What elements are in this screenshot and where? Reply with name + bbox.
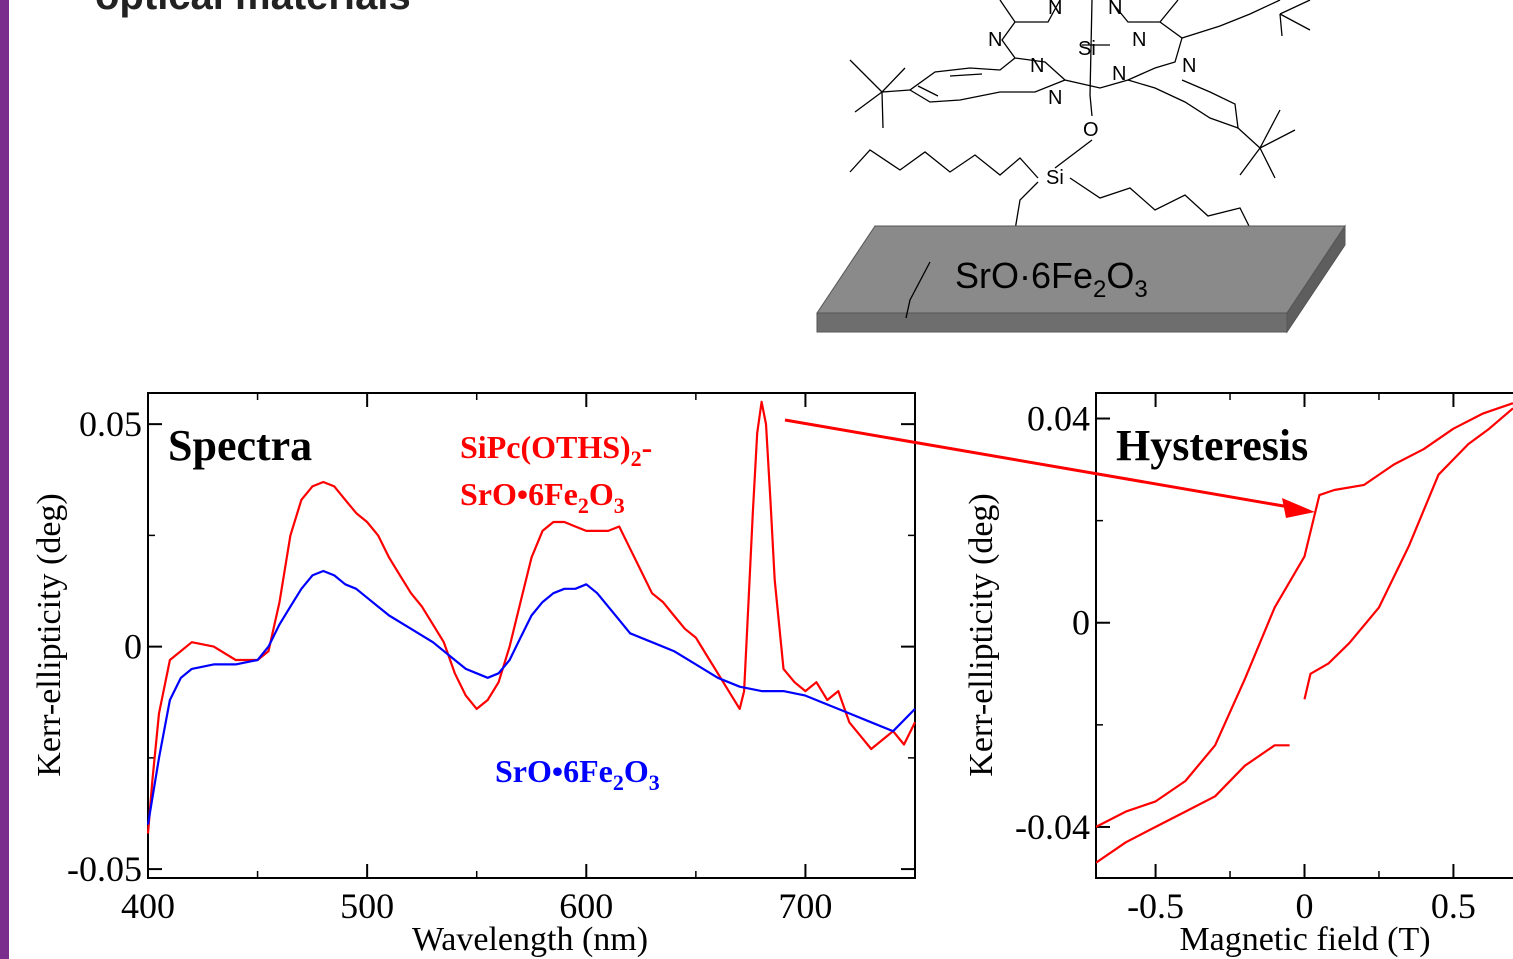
y-axis-label: Kerr-ellipticity (deg) bbox=[963, 493, 1000, 776]
y-tick-label: 0.05 bbox=[79, 404, 142, 444]
legend-label-sro: SrO•6Fe2O3 bbox=[495, 753, 660, 795]
y-tick-label: -0.05 bbox=[67, 849, 142, 889]
x-axis-label: Magnetic field (T) bbox=[1179, 921, 1430, 958]
n-atom-label: N bbox=[1182, 55, 1196, 77]
y-tick-label: 0.04 bbox=[1027, 399, 1090, 439]
molecule-atom-labels: Si N N N N N N N N O Si bbox=[988, 0, 1196, 189]
series-line bbox=[1096, 402, 1513, 828]
x-tick-label: -0.5 bbox=[1127, 886, 1184, 926]
y-tick-label: 0 bbox=[1072, 603, 1090, 643]
slide-heading: optical materials bbox=[95, 0, 411, 19]
y-tick-label: -0.04 bbox=[1015, 807, 1090, 847]
n-atom-label: N bbox=[1108, 0, 1122, 19]
molecule-diagram: Si N N N N N N N N O Si SrO·6Fe2O3 bbox=[816, 0, 1346, 334]
x-tick-label: 500 bbox=[340, 886, 394, 926]
legend-label-sipc-line2: SrO•6Fe2O3 bbox=[460, 476, 625, 518]
substrate-side-face bbox=[1286, 224, 1346, 334]
si-atom-label: Si bbox=[1078, 38, 1096, 60]
annotation-arrow bbox=[784, 418, 1315, 518]
y-tick-label: 0 bbox=[124, 627, 142, 667]
chart-title: Spectra bbox=[168, 421, 312, 470]
n-atom-label: N bbox=[1048, 0, 1062, 19]
slide-accent-bar bbox=[0, 0, 9, 959]
series-line bbox=[146, 400, 916, 834]
n-atom-label: N bbox=[1030, 55, 1044, 77]
x-tick-label: 600 bbox=[559, 886, 613, 926]
series-line bbox=[146, 569, 916, 825]
series-line bbox=[1096, 744, 1290, 864]
n-atom-label: N bbox=[988, 29, 1002, 51]
x-tick-label: 700 bbox=[778, 886, 832, 926]
n-atom-label: N bbox=[1132, 29, 1146, 51]
chart-title: Hysteresis bbox=[1116, 421, 1308, 470]
spectra-chart: 400 500 600 700 -0.05 0 0.05 Spectra Wavelengt… bbox=[31, 392, 916, 958]
n-atom-label: N bbox=[1048, 87, 1062, 109]
x-tick-label: 400 bbox=[121, 886, 175, 926]
x-tick-label: 0 bbox=[1296, 886, 1314, 926]
y-axis-label: Kerr-ellipticity (deg) bbox=[31, 493, 68, 776]
o-atom-label: O bbox=[1083, 119, 1099, 141]
plot-frame bbox=[147, 392, 916, 879]
substrate-label: SrO·6Fe2O3 bbox=[955, 255, 1148, 303]
x-axis-label: Wavelength (nm) bbox=[412, 921, 648, 958]
series-line bbox=[1303, 407, 1513, 700]
hysteresis-chart: -0.5 0 0.5 -0.04 0 0.04 Hysteresis Magnetic f… bbox=[963, 392, 1513, 958]
n-atom-label: N bbox=[1112, 63, 1126, 85]
si-atom-label: Si bbox=[1046, 167, 1064, 189]
legend-label-sipc: SiPc(OTHS)2- bbox=[460, 429, 652, 471]
x-tick-label: 0.5 bbox=[1431, 886, 1476, 926]
